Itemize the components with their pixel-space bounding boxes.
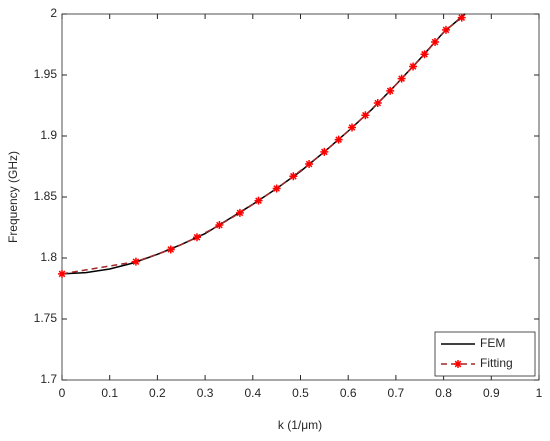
legend-marker	[454, 360, 462, 368]
marker	[420, 50, 429, 59]
marker	[192, 233, 201, 242]
x-tick-label: 0.1	[101, 386, 118, 400]
marker	[305, 160, 314, 169]
x-tick-label: 0	[59, 386, 66, 400]
x-axis-label: k (1/μm)	[278, 418, 322, 432]
plot-area	[61, 13, 540, 381]
y-tick-label: 1.9	[40, 128, 57, 142]
marker	[431, 38, 440, 47]
marker	[215, 221, 224, 230]
marker	[361, 111, 370, 120]
x-tick-label: 0.2	[149, 386, 166, 400]
marker	[397, 74, 406, 83]
series-line	[61, 17, 463, 275]
marker	[58, 269, 66, 278]
y-axis-label: Frequency (GHz)	[6, 151, 20, 243]
legend-label: FEM	[480, 336, 505, 350]
y-tick-label: 1.85	[34, 189, 58, 203]
x-tick-label: 0.3	[197, 386, 214, 400]
marker	[289, 172, 298, 181]
marker	[320, 147, 329, 156]
x-tick-label: 0.5	[292, 386, 309, 400]
y-tick-label: 1.8	[40, 250, 57, 264]
x-tick-label: 0.4	[244, 386, 261, 400]
marker	[272, 184, 281, 193]
x-tick-label: 0.6	[340, 386, 357, 400]
y-tick-label: 1.75	[34, 311, 58, 325]
marker	[131, 257, 140, 266]
marker	[254, 196, 263, 205]
y-tick-label: 2	[50, 6, 57, 20]
marker	[373, 99, 382, 108]
legend-label: Fitting	[480, 356, 513, 370]
marker	[441, 25, 450, 34]
marker	[334, 135, 343, 144]
marker	[348, 123, 357, 132]
marker	[409, 62, 418, 71]
marker	[235, 208, 244, 217]
legend-box	[434, 331, 536, 377]
x-tick-label: 0.7	[388, 386, 405, 400]
y-tick-label: 1.7	[40, 372, 57, 386]
marker	[386, 86, 395, 95]
y-tick-label: 1.95	[34, 67, 58, 81]
x-tick-label: 1	[536, 386, 543, 400]
marker	[166, 245, 175, 254]
x-tick-label: 0.8	[435, 386, 452, 400]
marker	[457, 13, 466, 22]
x-tick-label: 0.9	[483, 386, 500, 400]
